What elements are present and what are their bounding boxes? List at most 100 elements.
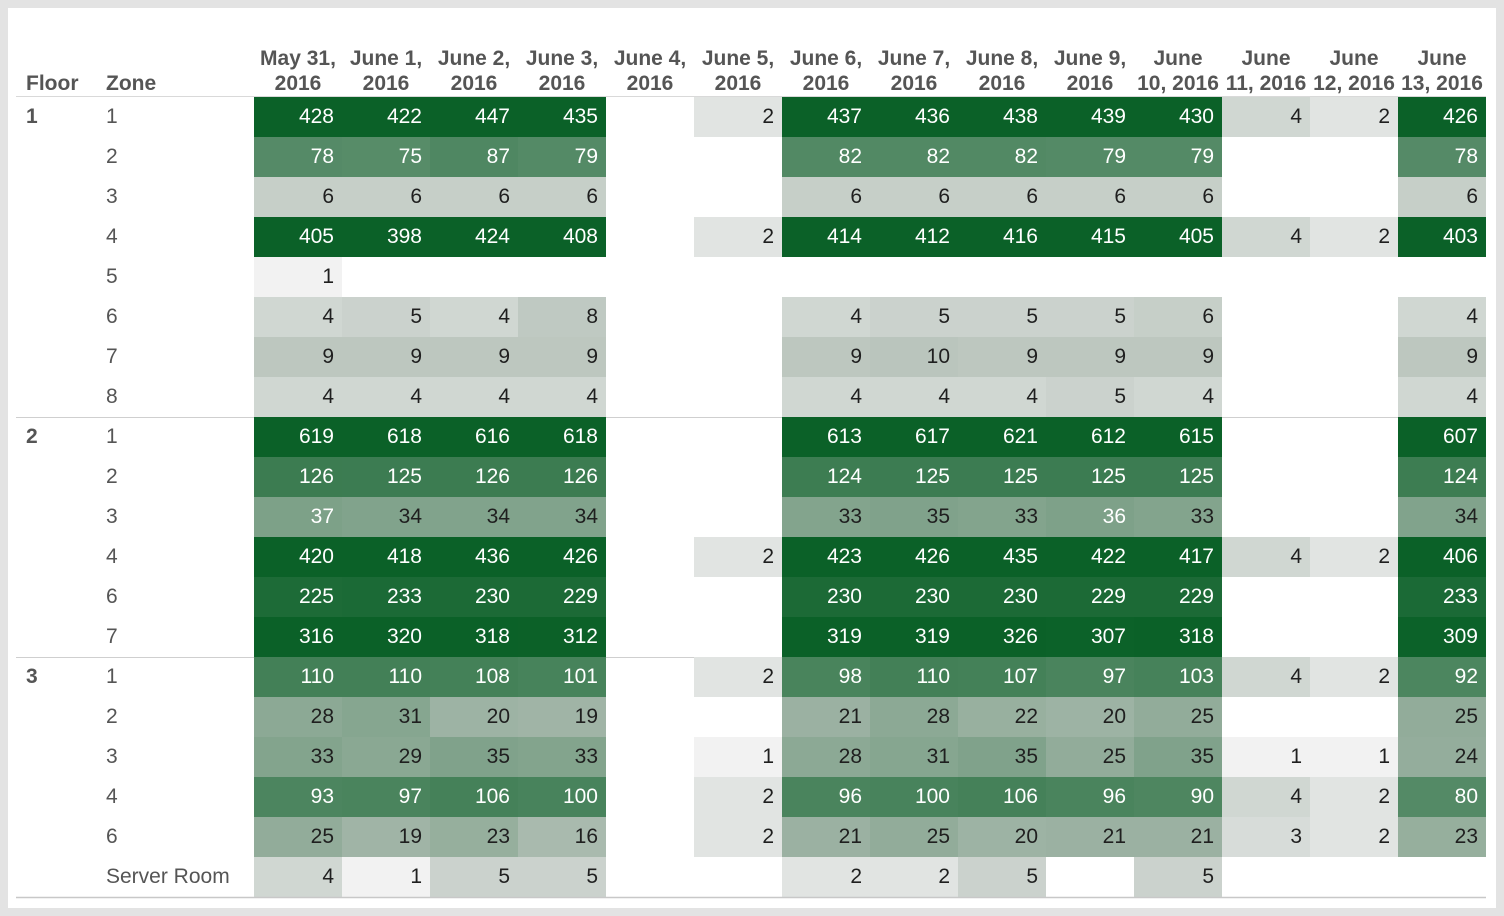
heatmap-cell	[430, 697, 518, 737]
cell-value: 28	[927, 705, 950, 728]
heatmap-cell	[958, 737, 1046, 777]
cell-value: 33	[575, 745, 598, 768]
heatmap-cell	[782, 337, 870, 377]
cell-value: 613	[827, 425, 862, 448]
heatmap-cell	[430, 97, 518, 137]
heatmap-cell	[1134, 577, 1222, 617]
zone-label: 2	[106, 465, 118, 488]
heatmap-cell	[254, 537, 342, 577]
cell-value: 5	[410, 305, 422, 328]
heatmap-cell	[1398, 457, 1486, 497]
zone-header: Zone	[106, 72, 156, 95]
cell-value: 100	[563, 785, 598, 808]
heatmap-cell	[518, 297, 606, 337]
cell-value: 618	[563, 425, 598, 448]
heatmap-cell	[958, 617, 1046, 657]
cell-value: 437	[827, 105, 862, 128]
heatmap-cell	[518, 817, 606, 857]
heatmap-cell	[1046, 777, 1134, 817]
cell-value: 326	[1003, 625, 1038, 648]
heatmap-cell	[958, 817, 1046, 857]
heatmap-cell	[782, 777, 870, 817]
cell-value: 35	[487, 745, 510, 768]
zone-label: 4	[106, 785, 118, 808]
cell-value: 126	[563, 465, 598, 488]
cell-value: 4	[1202, 385, 1214, 408]
cell-value: 398	[387, 225, 422, 248]
column-header: June 9,	[1054, 47, 1126, 70]
cell-value: 415	[1091, 225, 1126, 248]
column-header: June 8,	[966, 47, 1038, 70]
zone-label: 4	[106, 545, 118, 568]
heatmap-cell	[870, 377, 958, 417]
cell-value: 309	[1443, 625, 1478, 648]
cell-value: 4	[1466, 305, 1478, 328]
heatmap-cell	[342, 857, 430, 897]
heatmap-cell	[518, 777, 606, 817]
cell-value: 4	[1290, 105, 1302, 128]
heatmap-cell	[958, 377, 1046, 417]
heatmap-cell	[342, 97, 430, 137]
cell-value: 79	[575, 145, 598, 168]
cell-value: 435	[563, 105, 598, 128]
cell-value: 28	[839, 745, 862, 768]
cell-value: 318	[1179, 625, 1214, 648]
heatmap-cell	[518, 857, 606, 897]
heatmap-cell	[1046, 737, 1134, 777]
heatmap-cell	[782, 97, 870, 137]
heatmap-cell	[430, 137, 518, 177]
cell-value: 5	[938, 305, 950, 328]
heatmap-cell	[254, 257, 342, 297]
cell-value: 124	[1443, 465, 1478, 488]
cell-value: 615	[1179, 425, 1214, 448]
heatmap-cell	[342, 537, 430, 577]
heatmap-cell	[694, 737, 782, 777]
cell-value: 110	[301, 665, 334, 688]
heatmap-cell	[1046, 97, 1134, 137]
cell-value: 92	[1455, 665, 1478, 688]
cell-value: 230	[1003, 585, 1038, 608]
heatmap-cell	[254, 857, 342, 897]
zone-label: 3	[106, 505, 118, 528]
cell-value: 319	[827, 625, 862, 648]
heatmap-cell	[430, 537, 518, 577]
cell-value: 82	[839, 145, 862, 168]
column-header: June	[1241, 47, 1290, 70]
cell-value: 82	[1015, 145, 1038, 168]
cell-value: 2	[938, 865, 950, 888]
heatmap-cell	[782, 177, 870, 217]
cell-value: 424	[475, 225, 510, 248]
heatmap-cell	[254, 97, 342, 137]
heatmap-cell	[254, 497, 342, 537]
heatmap-cell	[1046, 457, 1134, 497]
cell-value: 96	[1103, 785, 1126, 808]
heatmap-cell	[1046, 617, 1134, 657]
heatmap-cell	[518, 377, 606, 417]
cell-value: 110	[917, 665, 950, 688]
heatmap-cell	[870, 577, 958, 617]
heatmap-cell	[782, 217, 870, 257]
zone-label: 6	[106, 585, 118, 608]
floor-header: Floor	[26, 72, 79, 95]
heatmap-cell	[958, 657, 1046, 697]
cell-value: 34	[575, 505, 599, 528]
heatmap-cell	[694, 217, 782, 257]
heatmap-cell	[430, 337, 518, 377]
cell-value: 98	[839, 665, 862, 688]
heatmap-cell	[782, 377, 870, 417]
cell-value: 617	[915, 425, 950, 448]
heatmap-cell	[782, 697, 870, 737]
cell-value: 418	[387, 545, 422, 568]
cell-value: 33	[1015, 505, 1038, 528]
heatmap-cell	[342, 737, 430, 777]
heatmap-cell	[1046, 217, 1134, 257]
heatmap-cell	[958, 417, 1046, 457]
heatmap-cell	[254, 337, 342, 377]
heatmap-cell	[342, 577, 430, 617]
column-header: June	[1329, 47, 1378, 70]
heatmap-cell	[870, 177, 958, 217]
cell-value: 6	[498, 185, 510, 208]
heatmap-cell	[342, 297, 430, 337]
cell-value: 230	[827, 585, 862, 608]
heatmap-cell	[1398, 537, 1486, 577]
